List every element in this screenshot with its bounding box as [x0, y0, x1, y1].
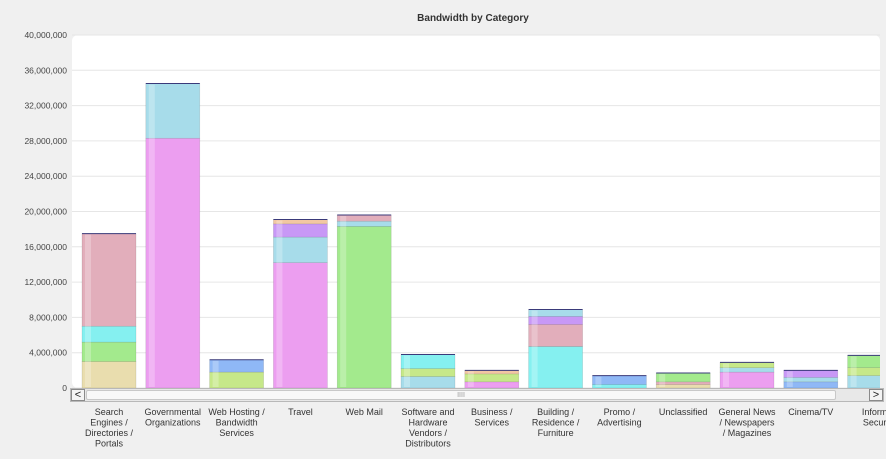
- bars-group: [81, 83, 880, 389]
- scroll-thumb[interactable]: IIII: [86, 390, 836, 400]
- bar-segment[interactable]: [81, 233, 137, 327]
- bar-segment[interactable]: [528, 346, 583, 389]
- bar-segment[interactable]: [145, 137, 201, 389]
- y-tick-label: 0: [62, 383, 67, 393]
- x-tick-label: Web Hosting / Bandwidth Services: [208, 407, 265, 438]
- y-tick-label: 16,000,000: [24, 242, 67, 252]
- y-tick-label: 36,000,000: [24, 65, 67, 75]
- y-tick-label: 8,000,000: [29, 312, 67, 322]
- x-tick-label: Promo / Advertising: [597, 407, 642, 428]
- chart-title: Bandwidth by Category: [417, 13, 529, 24]
- bar-segment[interactable]: [145, 83, 201, 139]
- x-tick-label: Travel: [288, 407, 313, 417]
- x-tick-label: Building / Residence / Furniture: [532, 407, 580, 438]
- bar-highlight: [467, 371, 474, 387]
- y-tick-label: 40,000,000: [24, 30, 67, 40]
- scroll-left-button[interactable]: <: [71, 389, 85, 401]
- y-tick-label: 4,000,000: [29, 348, 67, 358]
- x-tick-label: Cinema/TV: [788, 407, 833, 417]
- x-tick-label: Unclassified: [659, 407, 708, 417]
- bar-segment[interactable]: [273, 236, 328, 263]
- bar-highlight: [212, 360, 219, 387]
- bar-segment[interactable]: [273, 262, 328, 389]
- bar-highlight: [595, 376, 602, 387]
- bar-highlight: [659, 373, 666, 387]
- horizontal-scrollbar[interactable]: < IIII >: [70, 388, 884, 402]
- y-tick-label: 24,000,000: [24, 171, 67, 181]
- bar-highlight: [85, 234, 91, 387]
- x-tick-label: Governmental Organizations: [145, 407, 202, 428]
- x-tick-label: Web Mail: [346, 407, 383, 417]
- y-tick-label: 20,000,000: [24, 207, 67, 217]
- y-tick-label: 12,000,000: [24, 277, 67, 287]
- y-tick-label: 28,000,000: [24, 136, 67, 146]
- scroll-grip-icon: IIII: [457, 392, 465, 399]
- bar-segment[interactable]: [81, 361, 137, 389]
- bar-highlight: [276, 220, 283, 387]
- x-tick-label: Business / Services: [471, 407, 513, 428]
- bar-highlight: [340, 216, 347, 387]
- scroll-right-button[interactable]: >: [869, 389, 883, 401]
- x-tick-label: General News / Newspapers / Magazines: [718, 407, 776, 438]
- bar-highlight: [786, 371, 793, 387]
- bar-segment[interactable]: [336, 226, 392, 389]
- bar-highlight: [148, 84, 155, 387]
- bar-highlight: [404, 355, 410, 387]
- x-tick-label: Search Engines / Directories / Portals: [85, 407, 134, 449]
- y-tick-label: 32,000,000: [24, 101, 67, 111]
- x-tick-label: Inform Secur: [862, 407, 886, 428]
- x-tick-label: Software and Hardware Vendors / Distributor…: [401, 407, 454, 449]
- bar-highlight: [531, 310, 538, 387]
- bar-highlight: [850, 356, 857, 387]
- bar-highlight: [723, 363, 729, 387]
